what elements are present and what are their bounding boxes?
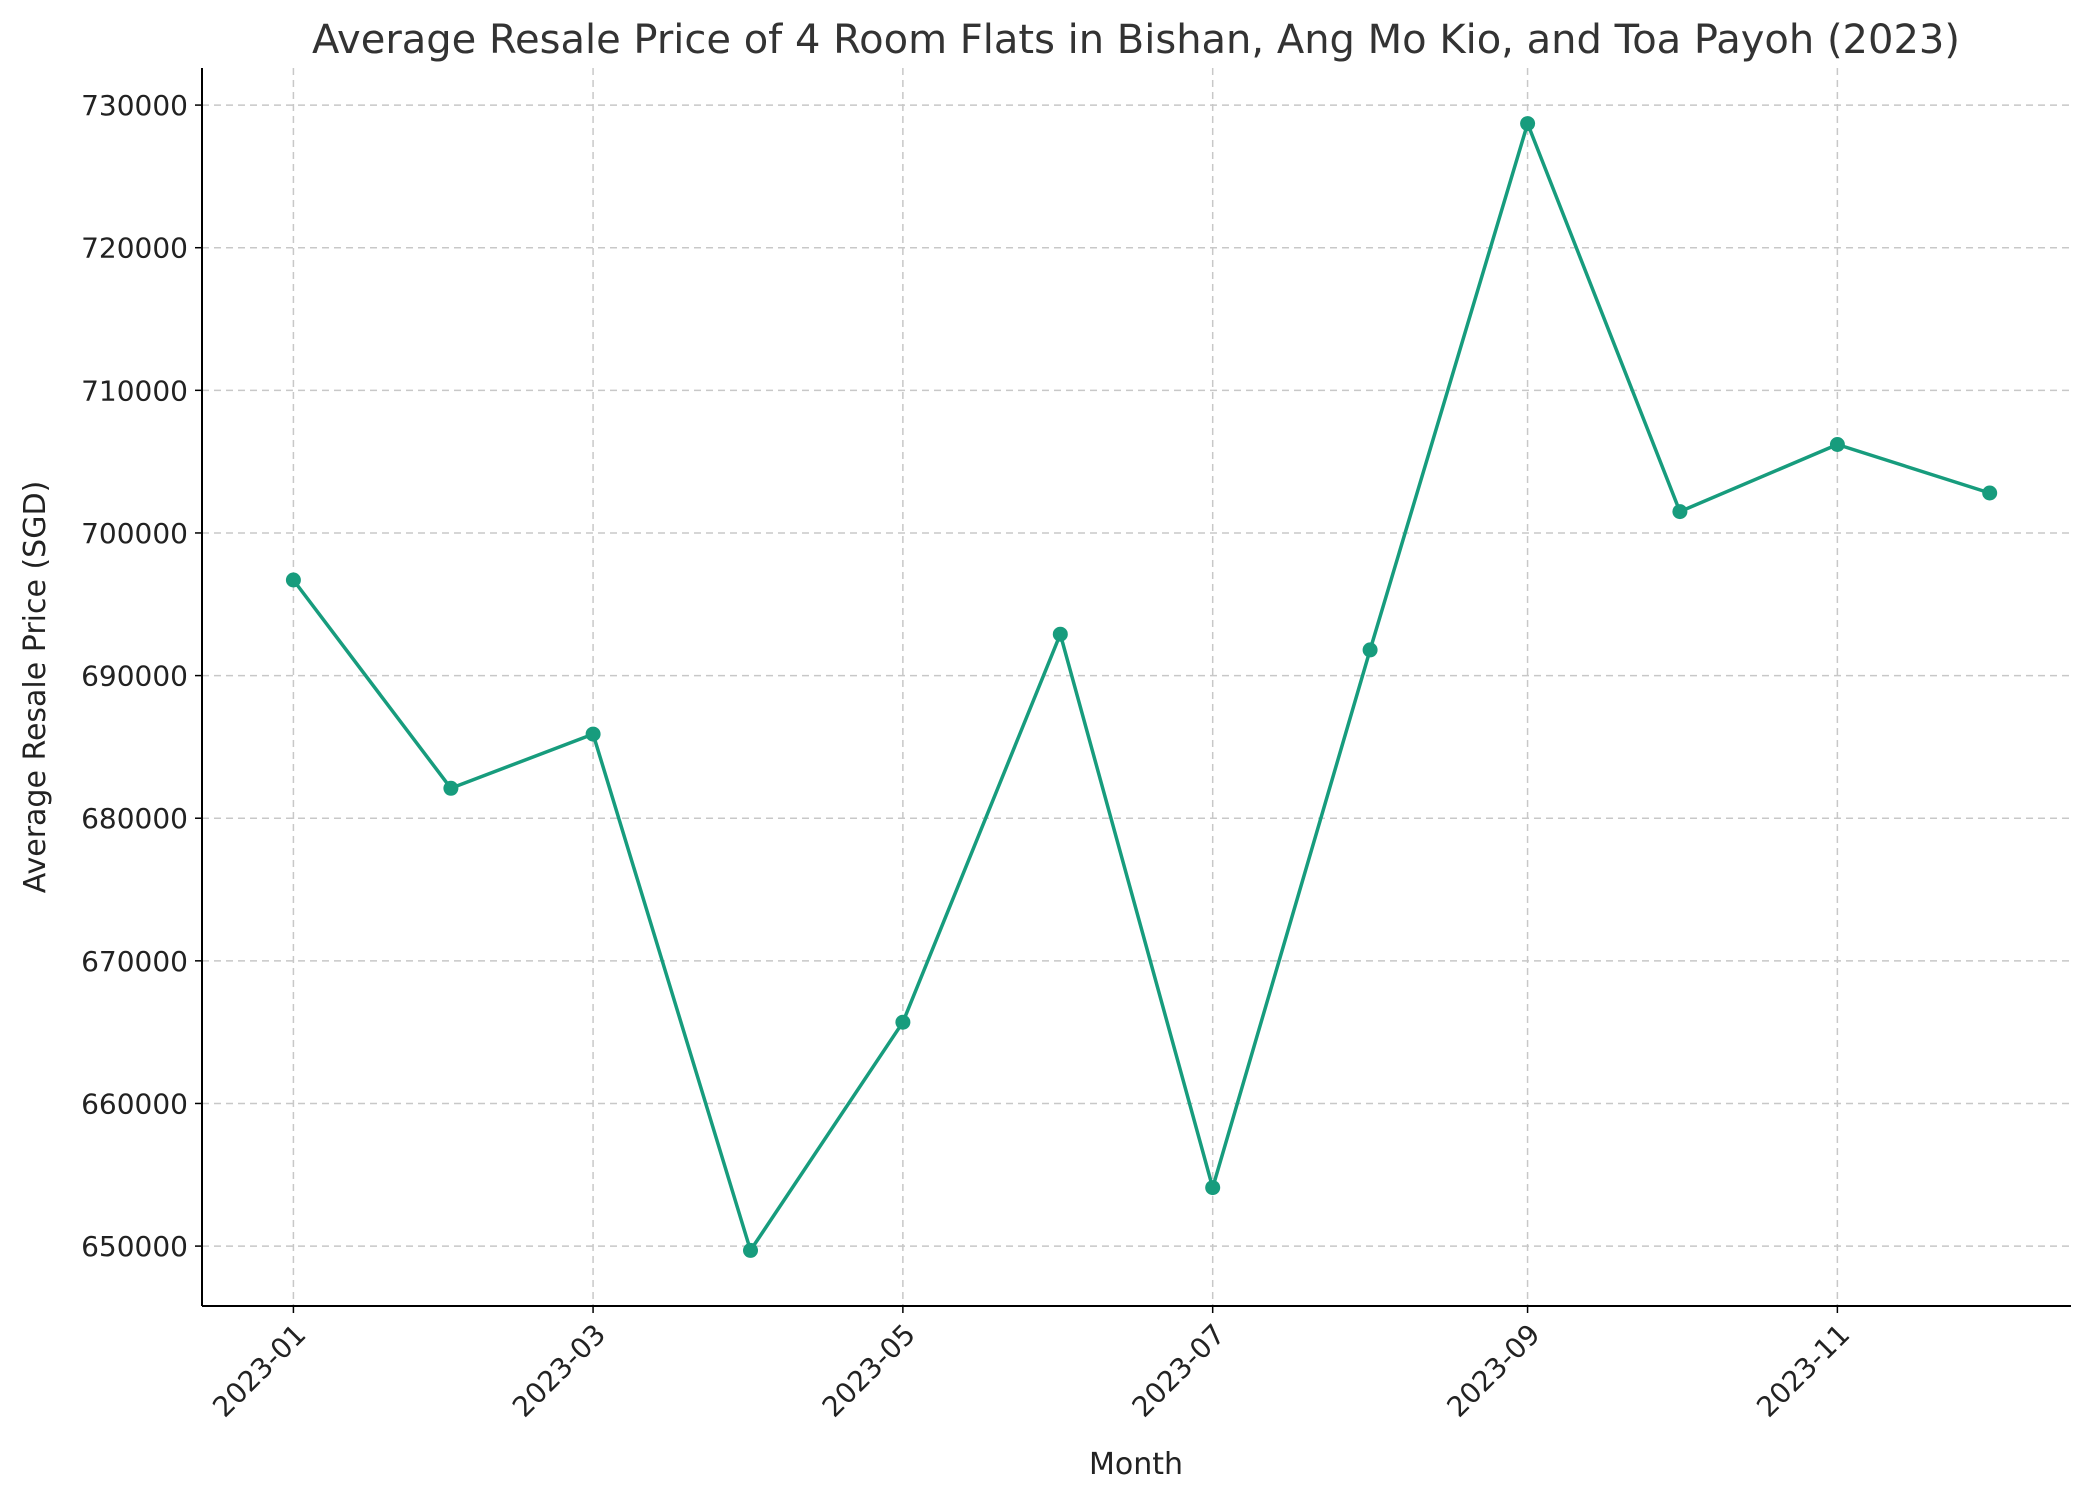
- chart-title: Average Resale Price of 4 Room Flats in …: [312, 17, 1960, 63]
- y-tick-label: 730000: [81, 89, 188, 122]
- x-tick-label: 2023-11: [1750, 1318, 1856, 1424]
- y-axis-ticks: 650000 660000 670000 680000 690000 700000 7100…: [81, 89, 202, 1263]
- data-point: [585, 726, 601, 742]
- data-point: [1205, 1180, 1221, 1196]
- y-axis-label: Average Resale Price (SGD): [18, 481, 53, 894]
- series: [285, 116, 1998, 1258]
- x-tick-label: 2023-05: [816, 1318, 922, 1424]
- y-tick-label: 670000: [81, 945, 188, 978]
- x-tick-label: 2023-03: [506, 1318, 612, 1424]
- data-point: [285, 572, 301, 588]
- y-tick-label: 660000: [81, 1087, 188, 1120]
- y-tick-label: 650000: [81, 1230, 188, 1263]
- data-point: [1672, 504, 1688, 520]
- data-point: [1520, 116, 1536, 132]
- x-tick-label: 2023-09: [1440, 1318, 1546, 1424]
- series-line: [292, 121, 1991, 1253]
- data-point: [1052, 626, 1068, 642]
- y-tick-label: 690000: [81, 660, 188, 693]
- y-tick-label: 700000: [81, 517, 188, 550]
- data-point: [1982, 485, 1998, 501]
- x-axis-ticks: 2023-01 2023-03 2023-05 2023-07 2023-09 2023-…: [206, 1306, 1856, 1424]
- data-point: [443, 780, 459, 796]
- x-tick-label: 2023-07: [1126, 1318, 1232, 1424]
- data-point: [743, 1242, 758, 1258]
- y-tick-label: 720000: [81, 232, 188, 265]
- x-axis-label: Month: [1089, 1447, 1183, 1482]
- data-point: [895, 1014, 911, 1030]
- axes-spines: [201, 68, 2071, 1307]
- y-tick-label: 680000: [81, 802, 188, 835]
- y-tick-label: 710000: [81, 374, 188, 407]
- x-tick-label: 2023-01: [206, 1318, 312, 1424]
- data-point: [1362, 642, 1378, 658]
- grid: [202, 68, 2071, 1306]
- data-point: [1829, 437, 1845, 452]
